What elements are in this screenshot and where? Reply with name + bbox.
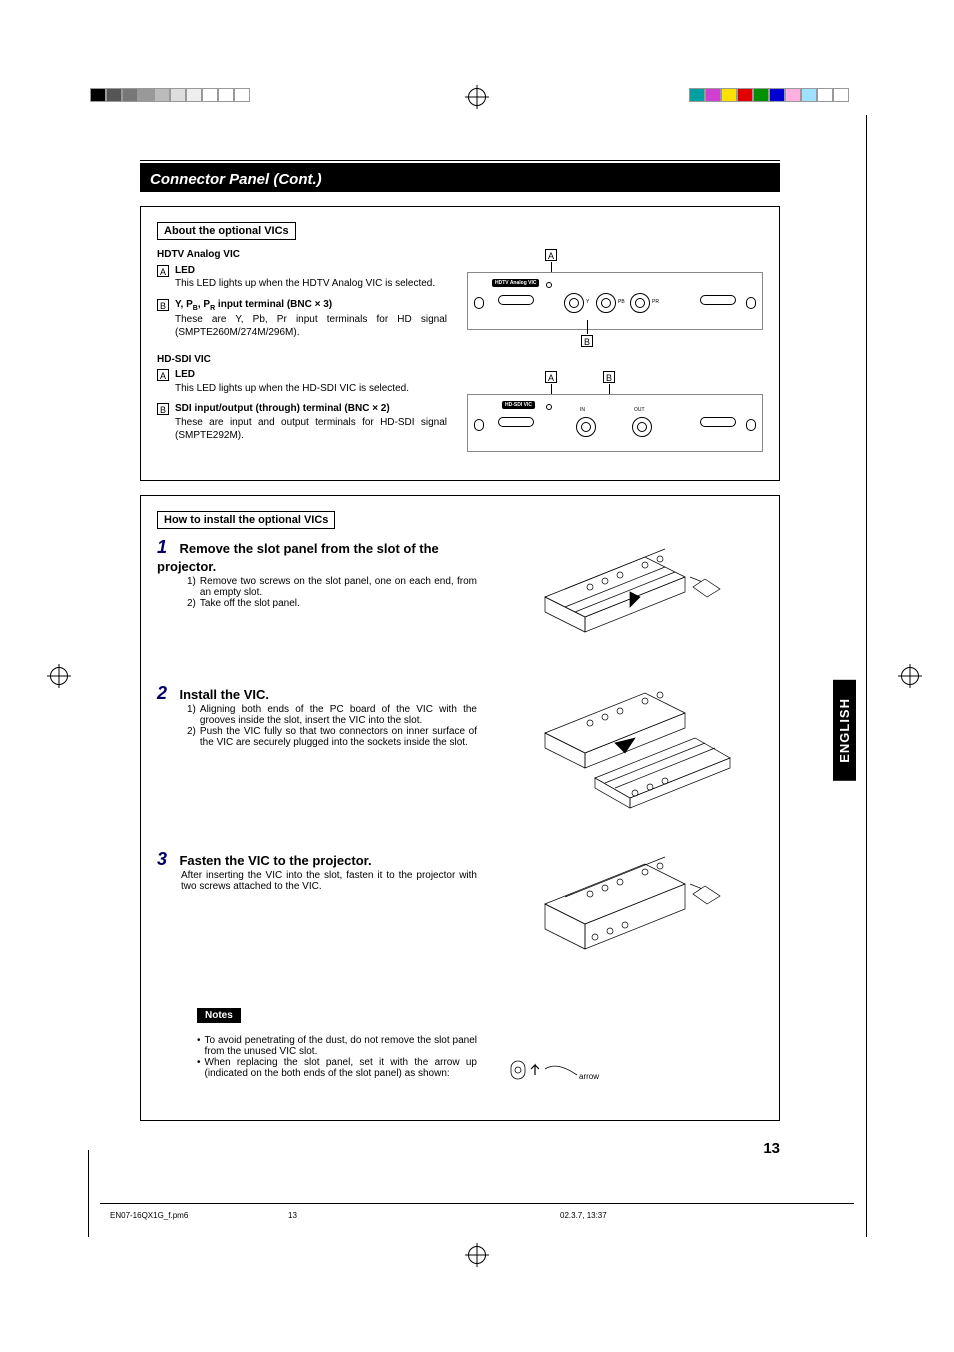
sdi-vic-title: HD-SDI VIC	[157, 353, 447, 367]
hdtv-a-desc: This LED lights up when the HDTV Analog …	[175, 277, 447, 291]
port-out: OUT	[634, 407, 645, 413]
sdi-a-desc: This LED lights up when the HD-SDI VIC i…	[175, 382, 447, 396]
arrow-figure: arrow	[507, 1029, 763, 1100]
callout-b-sdi: B	[603, 371, 615, 383]
page-content: Connector Panel (Cont.) About the option…	[140, 160, 780, 1121]
step1-line2: Take off the slot panel.	[200, 598, 300, 609]
install-box: How to install the optional VICs 1 Remov…	[140, 495, 780, 1121]
port-pb: PB	[618, 299, 625, 305]
note-1: To avoid penetrating of the dust, do not…	[205, 1035, 477, 1057]
footer-pg: 13	[288, 1211, 297, 1220]
crop-line-left	[88, 1150, 89, 1237]
footer-file: EN07-16QX1G_f.pm6	[110, 1211, 188, 1220]
step1-num: 1	[157, 537, 175, 558]
step2-figure	[535, 683, 725, 823]
section-title: Connector Panel (Cont.)	[140, 167, 780, 192]
hdtv-b-desc: These are Y, Pb, Pr input terminals for …	[175, 313, 447, 340]
registration-left	[50, 667, 68, 685]
hdtv-a-head: LED	[175, 264, 447, 278]
hdtv-vic-title: HDTV Analog VIC	[157, 248, 447, 262]
colorbar-right	[689, 88, 849, 102]
registration-top	[468, 88, 486, 106]
header-rules	[140, 160, 780, 167]
sdi-b-desc: These are input and output terminals for…	[175, 416, 447, 443]
sdi-chip: HD-SDI VIC	[502, 401, 535, 409]
port-pr: PR	[652, 299, 659, 305]
step1-title: Remove the slot panel from the slot of t…	[157, 541, 439, 574]
label-a: A	[157, 265, 169, 277]
hdtv-chip: HDTV Analog VIC	[492, 279, 539, 287]
crop-line-right	[866, 115, 867, 1237]
sdi-label-b: B	[157, 403, 169, 415]
arrow-text: arrow	[579, 1072, 599, 1081]
install-heading: How to install the optional VICs	[157, 511, 335, 529]
step1-line1: Remove two screws on the slot panel, one…	[200, 576, 477, 598]
registration-bottom	[468, 1246, 486, 1264]
footer-rule	[100, 1203, 854, 1204]
sdi-b-head: SDI input/output (through) terminal (BNC…	[175, 402, 447, 416]
sdi-a-head: LED	[175, 368, 447, 382]
about-heading: About the optional VICs	[157, 222, 296, 240]
step2-title: Install the VIC.	[179, 687, 269, 702]
callout-b-hdtv: B	[581, 335, 593, 347]
registration-right	[901, 667, 919, 685]
step2-line1: Aligning both ends of the PC board of th…	[200, 704, 477, 726]
port-in: IN	[580, 407, 585, 413]
step3-body: After inserting the VIC into the slot, f…	[181, 870, 477, 892]
step3-title: Fasten the VIC to the projector.	[179, 853, 371, 868]
port-y: Y	[586, 299, 589, 305]
notes-label: Notes	[197, 1008, 241, 1023]
hdtv-b-head: Y, PB, PR input terminal (BNC × 3)	[175, 298, 447, 313]
callout-a-sdi: A	[545, 371, 557, 383]
step1-figure	[535, 537, 725, 657]
step3-num: 3	[157, 849, 175, 870]
sdi-diagram: HD-SDI VIC IN OUT	[467, 394, 763, 452]
label-b: B	[157, 299, 169, 311]
footer-date: 02.3.7, 13:37	[560, 1211, 607, 1220]
hdtv-diagram: HDTV Analog VIC Y PB PR	[467, 272, 763, 330]
step3-figure	[535, 849, 725, 969]
step2-line2: Push the VIC fully so that two connector…	[200, 726, 477, 748]
step2-num: 2	[157, 683, 175, 704]
note-2: When replacing the slot panel, set it wi…	[205, 1057, 477, 1079]
page-number: 13	[763, 1140, 780, 1157]
about-vics-box: About the optional VICs HDTV Analog VIC …	[140, 206, 780, 481]
callout-a-hdtv: A	[545, 249, 557, 261]
sdi-label-a: A	[157, 369, 169, 381]
language-tab: ENGLISH	[833, 680, 856, 781]
colorbar-left	[90, 88, 250, 102]
